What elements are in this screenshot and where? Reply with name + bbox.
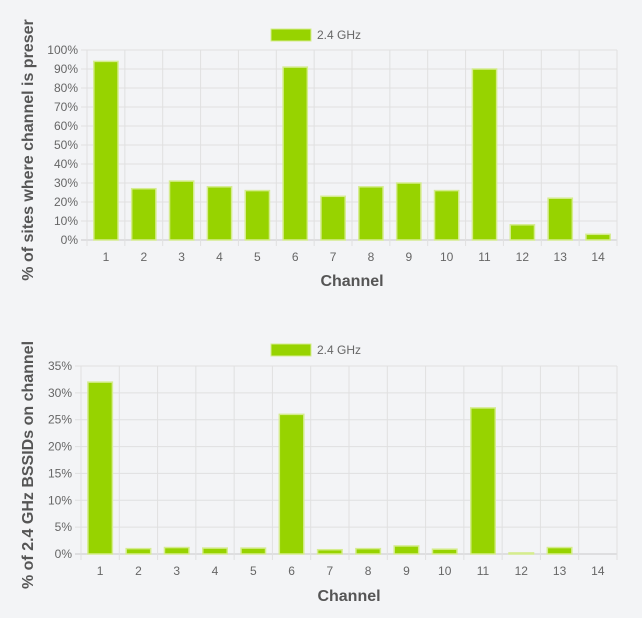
y-tick-label: 50%	[54, 138, 78, 152]
x-tick-label: 4	[216, 250, 223, 264]
bssid-distribution-chart: 2.4 GHz 0% 5% 10% 15% 20% 25% 30% 35% 1 2 3 4 5 6 7 8 9 10…	[0, 309, 642, 618]
y-tick-label: 10%	[48, 493, 72, 507]
bar-channel-2	[125, 547, 152, 555]
y-tick-label: 100%	[47, 43, 78, 57]
y-tick-label: 30%	[48, 386, 72, 400]
bar-channel-6	[278, 413, 305, 555]
y-tick-label: 70%	[54, 100, 78, 114]
x-tick-label: 14	[591, 564, 605, 578]
bar-channel-10	[431, 548, 458, 555]
y-tick-label: 25%	[48, 413, 72, 427]
x-tick-label: 4	[212, 564, 219, 578]
x-axis-title: Channel	[317, 588, 380, 605]
bar-channel-1	[93, 60, 119, 241]
legend-label: 2.4 GHz	[317, 343, 361, 357]
bar-channel-7	[316, 548, 343, 555]
y-tick-label: 90%	[54, 62, 78, 76]
y-tick-label: 20%	[48, 440, 72, 454]
bar-channel-13	[546, 546, 573, 555]
legend: 2.4 GHz	[270, 343, 361, 357]
bar-channel-1	[87, 381, 114, 555]
x-tick-label: 7	[330, 250, 337, 264]
bar-channel-9	[395, 182, 422, 241]
y-axis-title: % of 2.4 GHz BSSIDs on channel	[20, 341, 37, 589]
x-tick-label: 8	[368, 250, 375, 264]
legend-swatch	[270, 28, 312, 42]
bar-channel-8	[358, 186, 384, 241]
legend-label: 2.4 GHz	[317, 28, 361, 42]
x-tick-label: 11	[477, 564, 490, 578]
bar-channel-9	[393, 545, 420, 555]
x-tick-label: 5	[250, 564, 257, 578]
x-tick-label: 14	[591, 250, 605, 264]
bar-channel-4	[201, 547, 229, 555]
y-tick-label: 0%	[61, 233, 79, 247]
y-tick-label: 80%	[54, 81, 78, 95]
x-tick-label: 9	[405, 250, 412, 264]
y-tick-label: 35%	[48, 359, 72, 373]
legend-swatch	[270, 343, 312, 357]
x-tick-label: 8	[365, 564, 372, 578]
x-tick-label: 3	[173, 564, 180, 578]
bar-channel-12	[509, 224, 536, 241]
bar-channel-11	[469, 407, 497, 555]
y-tick-label: 40%	[54, 157, 78, 171]
bar-channel-5	[240, 547, 267, 555]
y-tick-label: 0%	[55, 547, 73, 561]
x-tick-label: 12	[515, 564, 529, 578]
bar-channel-7	[320, 195, 346, 241]
bar-channel-12	[508, 552, 535, 555]
x-axis-title: Channel	[320, 273, 383, 290]
bar-channel-3	[163, 546, 190, 555]
x-tick-label: 13	[554, 250, 568, 264]
x-tick-label: 3	[178, 250, 185, 264]
bar-channel-6	[282, 66, 309, 241]
y-tick-label: 5%	[55, 520, 73, 534]
y-axis-title: % of sites where channel is preser	[20, 19, 37, 280]
x-tick-label: 6	[288, 564, 295, 578]
bar-channel-13	[547, 197, 574, 241]
x-tick-label: 1	[103, 250, 110, 264]
bar-channel-8	[355, 547, 382, 555]
x-tick-label: 2	[135, 564, 142, 578]
bar-channel-5	[244, 189, 271, 241]
bar-channel-2	[130, 187, 157, 241]
x-tick-label: 1	[97, 564, 104, 578]
y-tick-label: 15%	[48, 466, 72, 480]
x-tick-label: 2	[140, 250, 147, 264]
y-tick-label: 10%	[54, 214, 78, 228]
bar-channel-3	[168, 180, 195, 241]
bar-channel-10	[433, 189, 460, 241]
x-tick-label: 10	[438, 564, 452, 578]
x-tick-label: 5	[254, 250, 261, 264]
x-tick-label: 10	[440, 250, 454, 264]
bar-channel-4	[206, 186, 233, 241]
bar-channel-14	[585, 233, 611, 241]
channel-presence-chart: 2.4 GHz 0% 10% 20% 30% 40% 50% 60% 70% 80% 90% 100%…	[20, 19, 618, 290]
x-tick-label: 13	[553, 564, 567, 578]
y-tick-label: 60%	[54, 119, 78, 133]
bar-channel-11	[471, 68, 498, 241]
legend: 2.4 GHz	[270, 28, 361, 42]
x-tick-label: 9	[403, 564, 410, 578]
channel-presence-chart-svg: 2.4 GHz 0% 10% 20% 30% 40% 50% 60% 70% 80% 90% 100%…	[20, 19, 618, 290]
x-tick-label: 6	[292, 250, 299, 264]
y-tick-label: 30%	[54, 176, 78, 190]
x-tick-label: 11	[478, 250, 491, 264]
x-tick-label: 7	[327, 564, 334, 578]
x-tick-label: 12	[516, 250, 530, 264]
y-tick-label: 20%	[54, 195, 78, 209]
